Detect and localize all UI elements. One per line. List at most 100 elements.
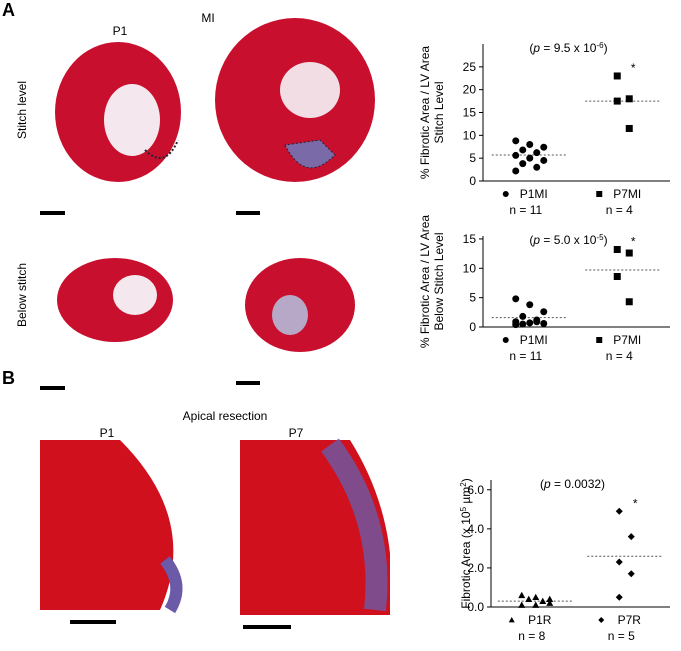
- point: [526, 301, 534, 309]
- point: [533, 149, 541, 157]
- n-label: n = 11: [509, 349, 542, 363]
- point: [540, 143, 548, 151]
- point: [508, 617, 515, 623]
- point: [519, 320, 527, 328]
- point: [525, 595, 533, 602]
- point: [519, 312, 527, 320]
- column-label: P1: [113, 24, 128, 38]
- point: [596, 337, 603, 343]
- x-tick-label: P1MI: [520, 187, 548, 201]
- point: [526, 319, 534, 327]
- text-run: % Fibrotic Area / LV Area: [418, 215, 432, 348]
- text-run: ): [604, 233, 608, 247]
- text-run: Below Stitch Level: [432, 232, 446, 330]
- y-tick-label: 0: [469, 320, 476, 334]
- point: [625, 95, 633, 103]
- text-run: = 9.5 x 10: [540, 41, 597, 55]
- point: [613, 246, 621, 254]
- y-tick-label: 0: [469, 174, 476, 188]
- panel-label: A: [2, 0, 15, 20]
- y-tick-label: 25: [463, 60, 477, 74]
- point: [625, 249, 633, 257]
- point: [502, 191, 509, 197]
- x-tick-label: P7R: [618, 613, 642, 627]
- text-run: -6: [596, 41, 604, 50]
- point: [526, 140, 534, 148]
- point: [512, 137, 520, 145]
- point: [512, 167, 520, 175]
- text-run: (: [529, 233, 533, 247]
- y-tick-label: 4.0: [467, 522, 484, 536]
- point: [627, 533, 635, 541]
- point: [518, 591, 526, 599]
- significance-star: *: [631, 235, 636, 249]
- y-tick-label: 5: [469, 291, 476, 305]
- text-run: p: [543, 477, 551, 491]
- y-tick-label: 6.0: [467, 483, 484, 497]
- n-label: n = 4: [606, 203, 633, 217]
- point: [613, 72, 621, 80]
- series: [491, 295, 568, 329]
- n-label: n = 4: [606, 349, 633, 363]
- text-run: 2: [459, 482, 468, 487]
- y-tick-label: 10: [463, 261, 477, 275]
- point: [546, 599, 554, 606]
- text-run: p: [532, 41, 540, 55]
- point: [533, 163, 541, 171]
- panel-label: B: [2, 368, 15, 388]
- point: [615, 593, 623, 601]
- y-tick-label: 0.0: [467, 600, 484, 614]
- series: [587, 507, 664, 601]
- series: [585, 72, 662, 132]
- y-tick-label: 2.0: [467, 561, 484, 575]
- series: [497, 591, 574, 608]
- point: [546, 595, 554, 602]
- column-label: P7: [289, 426, 304, 440]
- x-tick-label: P1MI: [520, 333, 548, 347]
- text-run: p: [532, 233, 540, 247]
- column-label: MI: [201, 11, 214, 25]
- text-run: -5: [596, 233, 604, 242]
- y-axis-label: Below Stitch Level: [432, 232, 446, 330]
- point: [526, 154, 534, 162]
- y-axis-label: Fibrotic Area (x 105 µm2): [459, 478, 474, 609]
- section-label: Apical resection: [183, 409, 268, 423]
- point: [625, 298, 633, 306]
- text-run: µm: [459, 487, 473, 507]
- x-tick-label: P7MI: [613, 187, 641, 201]
- text-run: ): [459, 478, 473, 482]
- point: [615, 558, 623, 566]
- text-run: 5: [459, 506, 468, 511]
- series: [491, 137, 568, 175]
- y-tick-label: 10: [463, 128, 477, 142]
- significance-star: *: [631, 61, 636, 75]
- annotation: (p = 5.0 x 10-5): [529, 233, 607, 248]
- y-tick-label: 15: [463, 232, 477, 246]
- y-axis-label: % Fibrotic Area / LV Area: [418, 215, 432, 348]
- point: [540, 308, 548, 316]
- text-run: % Fibrotic Area / LV Area: [418, 46, 432, 179]
- point: [519, 146, 527, 154]
- text-run: (: [540, 477, 544, 491]
- text-run: = 0.0032): [551, 477, 605, 491]
- series: [585, 246, 662, 306]
- n-label: n = 11: [509, 203, 542, 217]
- point: [598, 617, 605, 623]
- y-axis-label: Stitch Level: [432, 81, 446, 143]
- point: [532, 601, 540, 608]
- x-tick-label: P1R: [528, 613, 552, 627]
- text-run: Stitch Level: [432, 81, 446, 143]
- point: [532, 593, 540, 601]
- point: [540, 319, 548, 327]
- annotation: (p = 0.0032): [540, 477, 605, 491]
- y-axis-label: % Fibrotic Area / LV Area: [418, 46, 432, 179]
- n-label: n = 5: [608, 629, 635, 643]
- point: [596, 191, 603, 197]
- text-run: = 5.0 x 10: [540, 233, 597, 247]
- point: [625, 124, 633, 132]
- text-run: ): [604, 41, 608, 55]
- text-run: Fibrotic Area (x 10: [459, 511, 473, 609]
- point: [519, 160, 527, 168]
- column-label: P1: [100, 426, 115, 440]
